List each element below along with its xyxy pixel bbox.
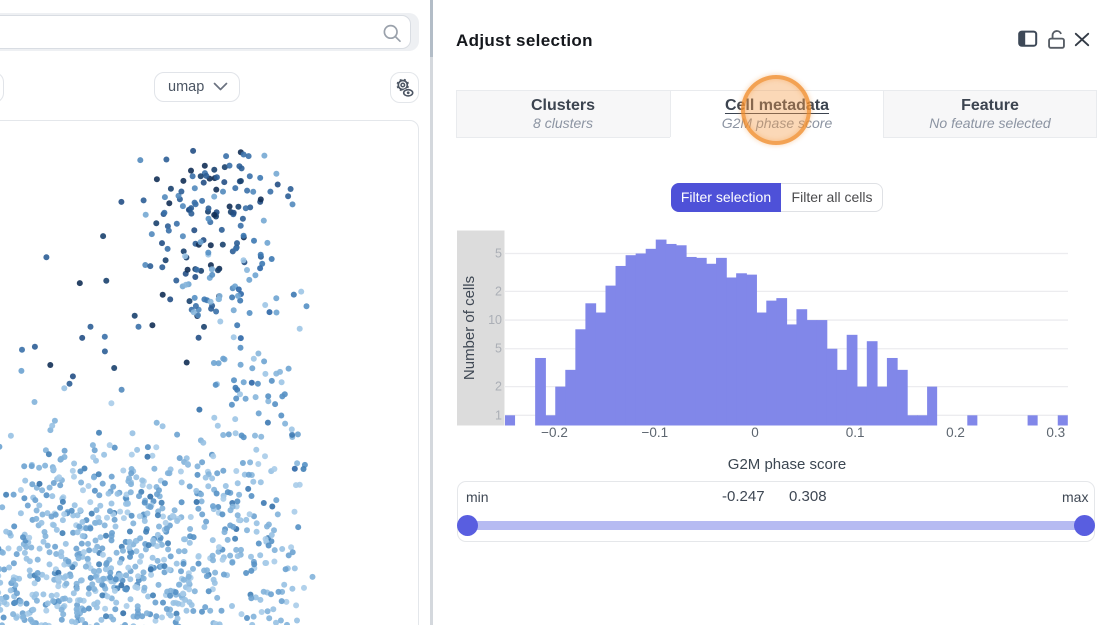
svg-text:5: 5 [495, 247, 502, 261]
svg-text:2: 2 [495, 284, 502, 298]
svg-text:0.1: 0.1 [846, 425, 865, 440]
svg-text:2: 2 [495, 380, 502, 394]
svg-text:0.2: 0.2 [946, 425, 965, 440]
svg-text:5: 5 [495, 342, 502, 356]
svg-text:0: 0 [751, 425, 759, 440]
svg-text:−0.2: −0.2 [541, 425, 568, 440]
svg-text:10: 10 [488, 313, 502, 327]
svg-text:Number of cells: Number of cells [461, 276, 478, 380]
svg-text:1: 1 [495, 408, 502, 422]
svg-text:−0.1: −0.1 [641, 425, 668, 440]
svg-text:0.3: 0.3 [1046, 425, 1065, 440]
